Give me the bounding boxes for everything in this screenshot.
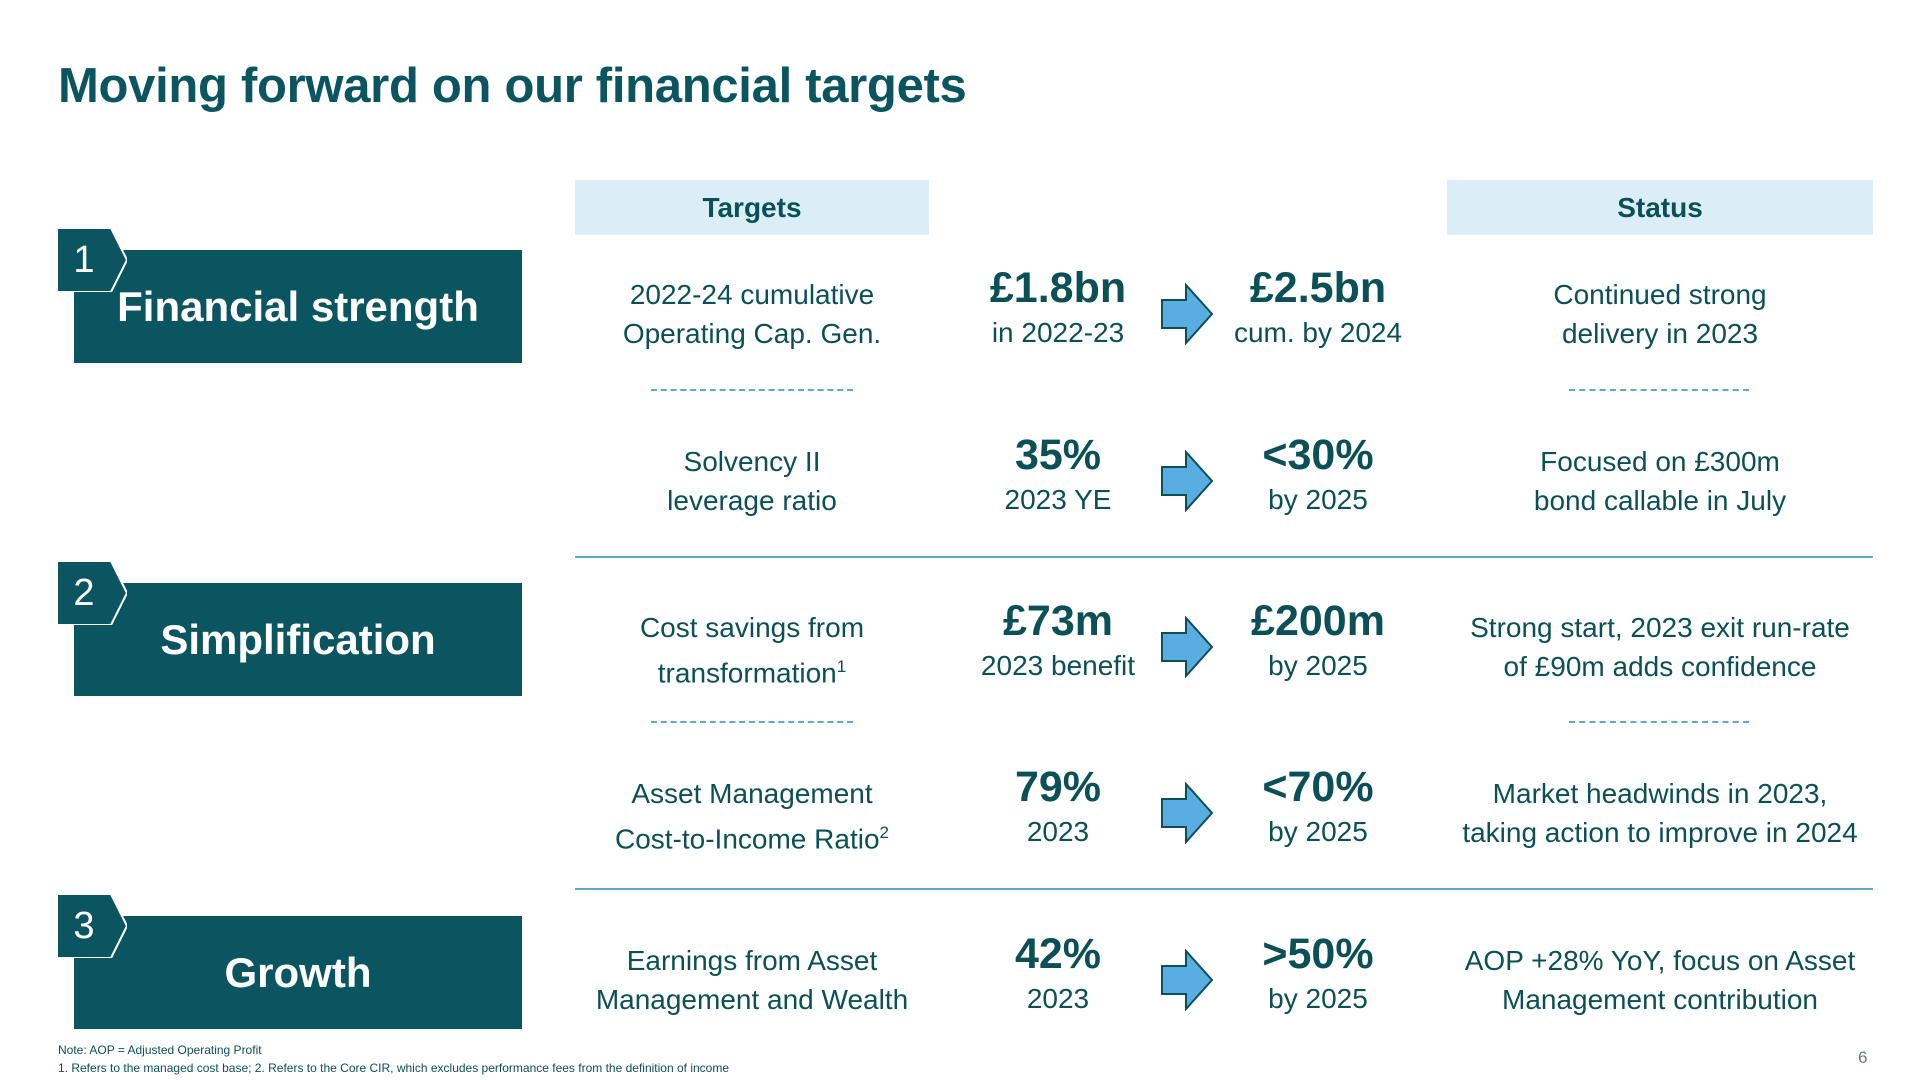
target-description: 2022-24 cumulative Operating Cap. Gen. (622, 279, 882, 349)
current-value: 42% (1014, 930, 1102, 978)
current-label: 2023 benefit (980, 650, 1136, 681)
dashed-divider (651, 721, 853, 723)
target-label: by 2025 (1268, 650, 1368, 681)
section-simplification: Simplification (74, 583, 522, 696)
target-label: cum. by 2024 (1233, 317, 1403, 348)
footnote-line: Note: AOP = Adjusted Operating Profit (58, 1043, 262, 1057)
target-description: Earnings from Asset Management and Wealt… (595, 945, 909, 1015)
section-divider (575, 888, 1873, 890)
current-value-cell: 42% 2023 (953, 929, 1163, 1019)
current-value: 79% (1014, 763, 1102, 811)
current-value-cell: 79% 2023 (953, 762, 1163, 852)
target-value-cell: <30% by 2025 (1213, 430, 1423, 520)
section-number-badge: 3 (57, 894, 127, 958)
target-value: <70% (1262, 763, 1374, 811)
page-number: 6 (1858, 1048, 1868, 1067)
current-value-cell: 35% 2023 YE (953, 430, 1163, 520)
target-value-cell: <70% by 2025 (1213, 762, 1423, 852)
target-value: >50% (1262, 930, 1374, 978)
status-description: Continued strong delivery in 2023 (1553, 279, 1767, 349)
target-label: by 2025 (1268, 484, 1368, 515)
target-value: £200m (1251, 597, 1385, 645)
arrow-right-icon (1161, 450, 1214, 512)
current-value: £1.8bn (989, 264, 1127, 312)
status-column-header: Status (1447, 180, 1873, 235)
page-title: Moving forward on our financial targets (58, 59, 967, 113)
arrow-right-icon (1161, 949, 1214, 1011)
target-value-cell: >50% by 2025 (1213, 929, 1423, 1019)
current-value: £73m (1003, 597, 1113, 645)
current-value-cell: £1.8bn in 2022-23 (953, 263, 1163, 353)
target-description: Solvency II leverage ratio (667, 446, 837, 516)
section-number: 3 (73, 904, 95, 947)
footnote-line: 1. Refers to the managed cost base; 2. R… (58, 1061, 730, 1075)
section-number-badge: 2 (57, 561, 127, 625)
target-value-cell: £2.5bn cum. by 2024 (1213, 263, 1423, 353)
status-description: Market headwinds in 2023, taking action … (1462, 778, 1858, 848)
section-number: 1 (73, 238, 95, 281)
arrow-right-icon (1161, 616, 1214, 678)
target-label: by 2025 (1268, 983, 1368, 1014)
targets-column-header: Targets (575, 180, 929, 235)
footnote-marker: 1 (836, 657, 847, 676)
section-financial-strength: Financial strength (74, 250, 522, 363)
target-description: Asset Management Cost-to-Income Ratio2 (614, 778, 889, 855)
dashed-divider (1569, 389, 1749, 391)
dashed-divider (1569, 721, 1749, 723)
target-row-solvency-leverage: Solvency II leverage ratio 35% 2023 YE <… (575, 430, 1873, 540)
current-label: 2023 (1026, 816, 1090, 847)
status-description: Focused on £300m bond callable in July (1533, 446, 1787, 516)
target-row-cost-savings: Cost savings from transformation1 £73m 2… (575, 596, 1873, 706)
arrow-right-icon (1161, 782, 1214, 844)
footnote-marker: 2 (879, 823, 889, 842)
current-label: 2023 (1026, 983, 1090, 1014)
section-number: 2 (73, 571, 95, 614)
current-value-cell: £73m 2023 benefit (953, 596, 1163, 686)
current-label: in 2022-23 (991, 317, 1125, 348)
target-row-operating-cap-gen: 2022-24 cumulative Operating Cap. Gen. £… (575, 263, 1873, 373)
section-number-badge: 1 (57, 228, 127, 292)
status-description: AOP +28% YoY, focus on Asset Management … (1464, 945, 1856, 1015)
target-value: £2.5bn (1249, 264, 1387, 312)
target-row-am-wealth-earnings: Earnings from Asset Management and Wealt… (575, 929, 1873, 1039)
current-value: 35% (1014, 431, 1102, 479)
current-label: 2023 YE (1004, 484, 1112, 515)
dashed-divider (651, 389, 853, 391)
arrow-right-icon (1161, 283, 1214, 345)
target-description: Cost savings from transformation1 (639, 612, 865, 689)
target-value: <30% (1262, 431, 1374, 479)
section-growth: Growth (74, 916, 522, 1029)
section-divider (575, 556, 1873, 558)
target-value-cell: £200m by 2025 (1213, 596, 1423, 686)
target-row-am-cost-income: Asset Management Cost-to-Income Ratio2 7… (575, 762, 1873, 872)
status-description: Strong start, 2023 exit run-rate of £90m… (1470, 612, 1850, 682)
target-label: by 2025 (1268, 816, 1368, 847)
